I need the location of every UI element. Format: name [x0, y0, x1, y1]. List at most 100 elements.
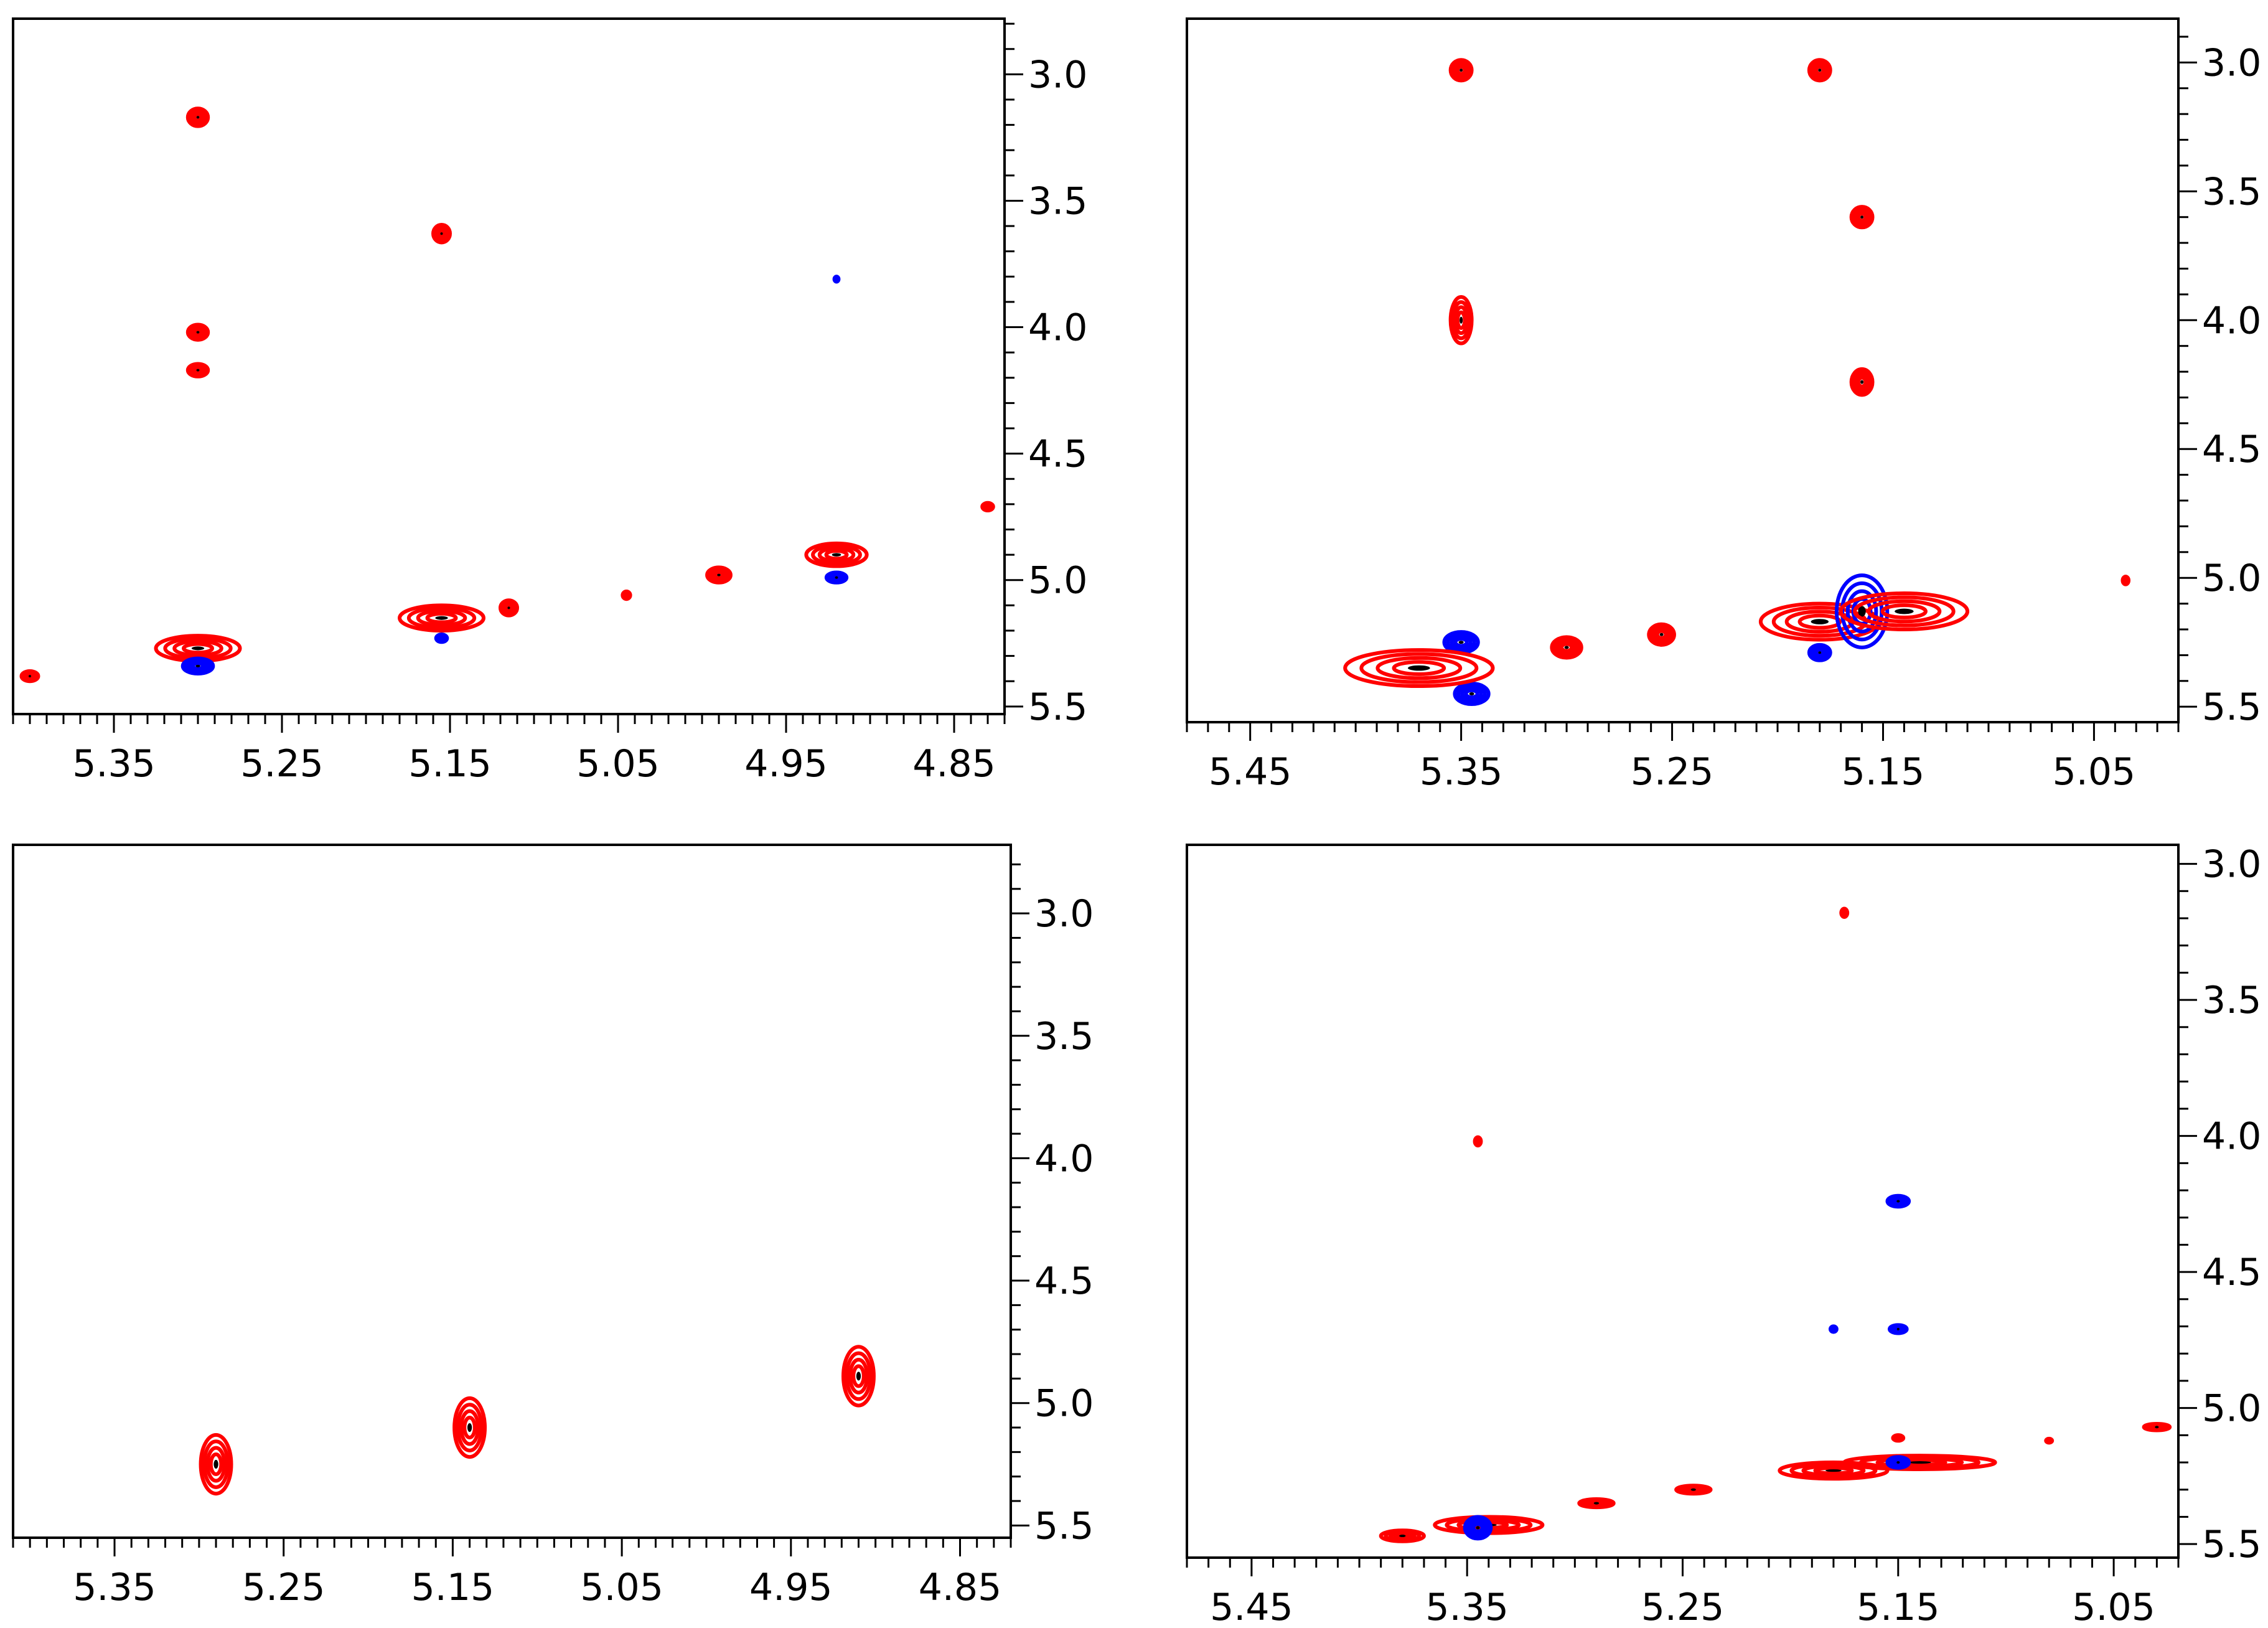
x-tick-label: 5.05	[576, 742, 660, 786]
peaks-group	[199, 1345, 876, 1496]
positive-peak	[185, 106, 210, 128]
y-tick-label: 4.0	[1034, 1137, 1094, 1180]
positive-peak	[398, 603, 485, 633]
y-tick-label: 3.5	[1034, 1015, 1094, 1058]
y-tick-label: 3.0	[1028, 53, 1087, 96]
positive-peak	[185, 322, 210, 342]
y-tick-label: 3.5	[2202, 979, 2261, 1022]
y-tick-label: 4.5	[2202, 1251, 2261, 1294]
positive-peak	[1758, 601, 1881, 642]
positive-peak	[621, 589, 632, 601]
panel-top-right: 5.45 5.35 5.25 5.15 5.05 3.0 3.5 4.0 4.5 5.0 5.5	[1186, 17, 2261, 794]
positive-peak	[980, 501, 995, 513]
y-tick-label: 4.5	[2202, 428, 2261, 471]
y-tick-label: 5.0	[1028, 559, 1087, 603]
x-tick-label: 5.15	[408, 742, 492, 786]
y-tick-label: 3.0	[1034, 892, 1094, 936]
y-tick-label: 5.0	[1034, 1382, 1094, 1426]
positive-peak	[1448, 295, 1474, 346]
positive-peak	[199, 1433, 233, 1496]
positive-peak	[1839, 906, 1850, 919]
positive-peak	[2120, 575, 2131, 586]
negative-peak	[1885, 1455, 1911, 1470]
x-tick-label: 4.85	[919, 1566, 1002, 1609]
plot-frame	[1186, 17, 2180, 723]
y-tick-label: 5.5	[2202, 685, 2261, 729]
positive-peak	[841, 1345, 876, 1408]
x-tick-label: 5.45	[1210, 1586, 1293, 1628]
positive-peak	[1778, 1461, 1890, 1481]
y-tick-label: 5.5	[1028, 685, 1087, 729]
negative-peak	[1463, 1515, 1493, 1541]
positive-peak	[1674, 1484, 1713, 1496]
positive-peak	[1839, 591, 1970, 631]
peaks-group	[19, 106, 995, 684]
positive-peak	[19, 669, 40, 684]
positive-peak	[1550, 635, 1583, 660]
positive-peak	[431, 223, 452, 245]
positive-peak	[452, 1396, 487, 1459]
panel-bottom-right: 5.45 5.35 5.25 5.15 5.05 3.0 3.5 4.0 4.5 5.0 5.5	[1186, 843, 2261, 1628]
negative-peak	[832, 275, 841, 284]
negative-peak	[1828, 1324, 1839, 1334]
positive-peak	[1647, 622, 1676, 647]
positive-peak	[804, 541, 869, 568]
y-tick-label: 5.5	[1034, 1504, 1094, 1548]
y-tick-label: 3.0	[2202, 843, 2261, 887]
positive-peak	[705, 565, 733, 585]
plot-frame	[12, 844, 1012, 1539]
x-tick-label: 5.35	[73, 1566, 156, 1609]
positive-peak	[154, 634, 242, 663]
positive-peak	[1891, 1433, 1906, 1443]
x-tick-label: 5.25	[1641, 1586, 1725, 1628]
y-tick-label: 5.0	[2202, 557, 2261, 600]
x-tick-label: 5.15	[1842, 750, 1925, 794]
x-tick-label: 5.05	[580, 1566, 663, 1609]
positive-peak	[2044, 1436, 2055, 1445]
y-tick-label: 4.5	[1028, 433, 1087, 476]
negative-peak	[824, 570, 849, 585]
x-tick-label: 4.85	[912, 742, 996, 786]
positive-peak	[2142, 1421, 2172, 1433]
x-tick-label: 5.35	[72, 742, 156, 786]
positive-peak	[1343, 648, 1495, 689]
negative-peak	[1453, 681, 1491, 707]
panel-bottom-left: 5.35 5.25 5.15 5.05 4.95 4.85 3.0 3.5 4.0 4.5 5.0 5…	[12, 844, 1094, 1609]
negative-peak	[1887, 1323, 1909, 1335]
plot-frame	[1186, 844, 2180, 1559]
negative-peak	[1807, 642, 1832, 662]
positive-peak	[1379, 1528, 1426, 1543]
x-tick-label: 4.95	[744, 742, 828, 786]
x-tick-label: 5.05	[2072, 1586, 2155, 1628]
negative-peak	[434, 633, 449, 644]
negative-peak	[1885, 1193, 1911, 1209]
negative-peak	[180, 656, 215, 676]
x-tick-label: 5.25	[1631, 750, 1714, 794]
x-tick-label: 5.45	[1209, 750, 1292, 794]
y-tick-label: 5.5	[2202, 1523, 2261, 1566]
positive-peak	[1849, 367, 1875, 397]
positive-peak	[1807, 58, 1832, 83]
y-tick-label: 4.0	[1028, 306, 1087, 350]
peaks-group	[1379, 906, 2172, 1543]
x-tick-label: 5.15	[411, 1566, 495, 1609]
negative-peak	[1442, 630, 1480, 655]
x-tick-label: 5.35	[1425, 1586, 1509, 1628]
y-tick-label: 4.0	[2202, 1115, 2261, 1159]
positive-peak	[185, 362, 210, 379]
x-tick-label: 5.35	[1420, 750, 1503, 794]
y-tick-label: 3.5	[1028, 179, 1087, 223]
y-tick-label: 3.5	[2202, 170, 2261, 214]
x-tick-label: 5.15	[1857, 1586, 1940, 1628]
peaks-group	[1343, 58, 2131, 707]
plot-frame	[12, 17, 1006, 715]
y-tick-label: 4.5	[1034, 1259, 1094, 1303]
y-tick-label: 3.0	[2202, 41, 2261, 85]
positive-peak	[1577, 1497, 1616, 1510]
x-tick-label: 5.05	[2053, 750, 2136, 794]
positive-peak	[1473, 1135, 1483, 1148]
y-tick-label: 4.0	[2202, 299, 2261, 342]
positive-peak	[1448, 58, 1474, 83]
y-tick-label: 5.0	[2202, 1387, 2261, 1431]
